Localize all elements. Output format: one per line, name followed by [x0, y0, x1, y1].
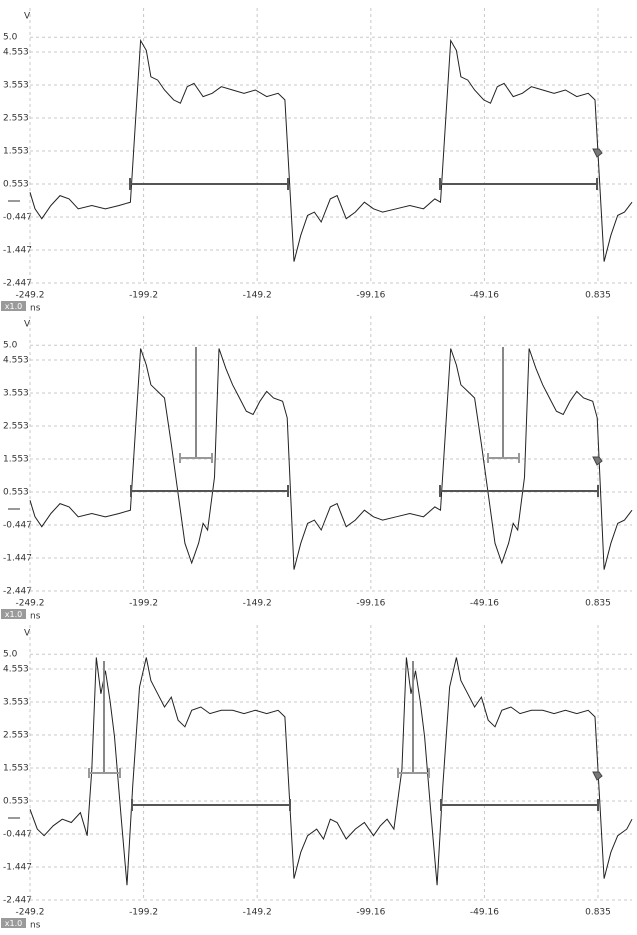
zoom-label: x1.0 — [5, 302, 22, 311]
x-tick-label: -249.2 — [15, 908, 44, 918]
y-tick-label: 1.553 — [3, 454, 29, 464]
y-tick-label: 4.553 — [3, 355, 29, 365]
waveform — [29, 657, 633, 886]
y-tick-label: 2.553 — [3, 730, 29, 740]
scope-panel: 5.0 4.553 3.553 2.553 1.553 0.553 -0.447 -1.447… — [1, 8, 633, 314]
y-tick-label: 5.0 — [3, 33, 18, 43]
y-tick-label: 0.553 — [3, 796, 29, 806]
zoom-badge — [1, 918, 26, 928]
y-tick-label: -2.447 — [3, 587, 32, 597]
y-tick-label: 0.553 — [3, 179, 29, 189]
y-tick-label: -2.447 — [3, 896, 32, 906]
y-tick-label: 3.553 — [3, 697, 29, 707]
y-tick-label: -0.447 — [3, 520, 32, 530]
x-tick-label: -149.2 — [243, 908, 272, 918]
trigger-marker — [592, 771, 603, 781]
x-unit: ns — [30, 304, 41, 314]
y-unit: V — [24, 320, 31, 330]
x-tick-label: -149.2 — [243, 599, 272, 609]
y-tick-label: 3.553 — [3, 388, 29, 398]
y-tick-label: -2.447 — [3, 279, 32, 289]
x-tick-label: -49.16 — [470, 908, 499, 918]
x-tick-label: -49.16 — [470, 291, 499, 301]
y-tick-label: 0.553 — [3, 487, 29, 497]
y-tick-label: 2.553 — [3, 113, 29, 123]
scope-panel: 5.0 4.553 3.553 2.553 1.553 0.553 -0.447 -1.447… — [1, 316, 633, 622]
x-tick-label: -99.16 — [356, 599, 385, 609]
x-tick-label: -149.2 — [243, 291, 272, 301]
x-unit: ns — [30, 612, 41, 622]
zoom-label: x1.0 — [5, 610, 22, 619]
waveform — [29, 38, 633, 262]
x-tick-label: -99.16 — [356, 908, 385, 918]
x-tick-label: -199.2 — [129, 291, 158, 301]
zoom-label: x1.0 — [5, 919, 22, 928]
y-tick-label: 1.553 — [3, 763, 29, 773]
waveform — [29, 348, 633, 570]
y-tick-label: -0.447 — [3, 212, 32, 222]
y-tick-label: 4.553 — [3, 47, 29, 57]
x-tick-label: -99.16 — [356, 291, 385, 301]
y-unit: V — [24, 12, 31, 22]
y-tick-label: -1.447 — [3, 553, 32, 563]
y-tick-label: 5.0 — [3, 341, 18, 351]
trigger-marker — [592, 456, 603, 466]
x-tick-label: 0.835 — [585, 291, 611, 301]
y-tick-label: 4.553 — [3, 664, 29, 674]
y-tick-label: -0.447 — [3, 829, 32, 839]
x-tick-label: 0.835 — [585, 599, 611, 609]
x-tick-label: -199.2 — [129, 908, 158, 918]
x-tick-label: 0.835 — [585, 908, 611, 918]
zoom-badge — [1, 609, 26, 619]
x-tick-label: -49.16 — [470, 599, 499, 609]
x-tick-label: -249.2 — [15, 599, 44, 609]
scope-panel: 5.0 4.553 3.553 2.553 1.553 0.553 -0.447 -1.447… — [1, 625, 633, 931]
trigger-marker — [592, 148, 603, 158]
zoom-badge — [1, 301, 26, 311]
y-tick-label: -1.447 — [3, 862, 32, 872]
y-unit: V — [24, 629, 31, 639]
y-tick-label: 2.553 — [3, 421, 29, 431]
y-tick-label: 3.553 — [3, 80, 29, 90]
x-tick-label: -199.2 — [129, 599, 158, 609]
x-tick-label: -249.2 — [15, 291, 44, 301]
y-tick-label: 1.553 — [3, 146, 29, 156]
y-tick-label: -1.447 — [3, 245, 32, 255]
y-tick-label: 5.0 — [3, 650, 18, 660]
x-unit: ns — [30, 921, 41, 931]
